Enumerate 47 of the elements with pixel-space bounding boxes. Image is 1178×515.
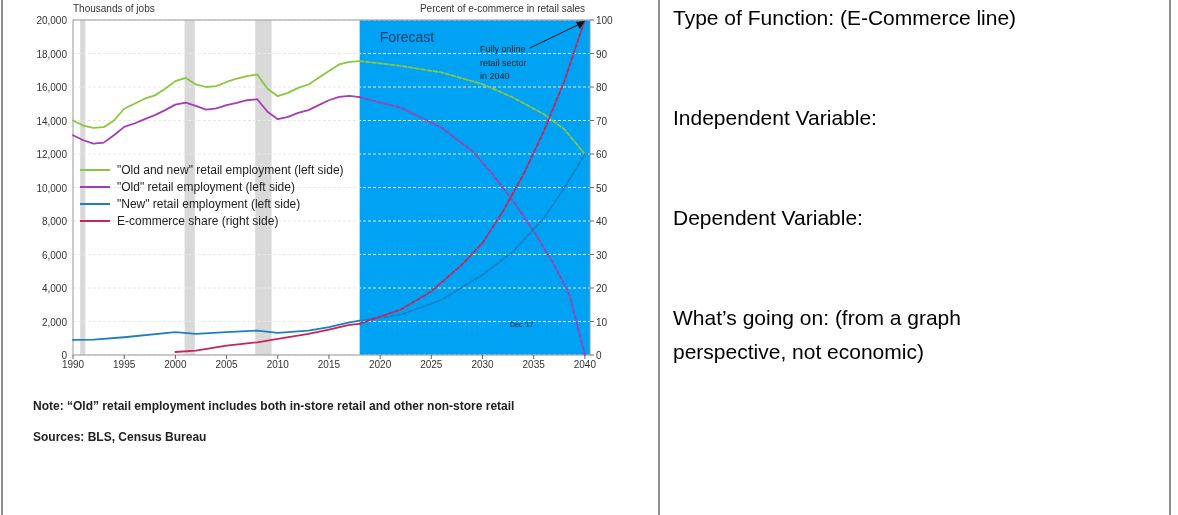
- y2-tick-label: 30: [596, 249, 608, 261]
- text: Note: “Old” retail employment includes both in-store retail and other non-store retail: [33, 399, 515, 413]
- legend-label: "Old" retail employment (left side): [117, 180, 295, 194]
- y-tick-label: 4,000: [41, 283, 68, 294]
- y2-tick-label: 50: [596, 182, 608, 194]
- y2-tick-label: 90: [596, 48, 608, 60]
- x-tick-label: 1995: [113, 359, 136, 370]
- y-axis-title: Thousands of jobs: [73, 3, 155, 14]
- y2-tick-label: 80: [596, 82, 608, 93]
- y-tick-label: 10,000: [36, 182, 68, 194]
- legend-label: "Old and new" retail employment (left side): [117, 163, 344, 177]
- y2-axis-title: Percent of e-commerce in retail sales: [419, 3, 585, 14]
- x-tick-label: 2030: [471, 359, 495, 370]
- y-tick-label: 8,000: [41, 216, 68, 227]
- y-tick-label: 0: [61, 350, 68, 361]
- x-tick-label: 2020: [369, 359, 392, 370]
- band-label: Forecast: [379, 29, 435, 45]
- y-tick-label: 12,000: [36, 149, 68, 160]
- y2-tick-label: 20: [596, 283, 608, 294]
- y2-tick-label: 0: [596, 350, 602, 361]
- y2-tick-label: 60: [596, 149, 608, 160]
- text: What’s going on: (from a graph perspective, not economic): [673, 306, 961, 363]
- text: Independent Variable:: [673, 106, 877, 129]
- y-tick-label: 6,000: [41, 249, 68, 261]
- x-tick-label: 2015: [317, 359, 341, 370]
- y-tick-label: 2,000: [41, 316, 68, 328]
- x-tick-label: 2040: [573, 359, 597, 370]
- text: Type of Function: (E-Commerce line): [673, 6, 1017, 29]
- x-tick-label: 2010: [266, 359, 290, 370]
- y-tick-label: 16,000: [36, 82, 68, 93]
- x-tick-label: 2025: [420, 359, 443, 370]
- y2-tick-label: 100: [596, 15, 614, 26]
- source-note: Sources: BLS, Census Bureau: [33, 430, 207, 444]
- x-tick-label: 2035: [522, 359, 546, 370]
- x-tick-label: 1990: [61, 359, 85, 370]
- y-tick-label: 18,000: [36, 48, 68, 60]
- legend-label: "New" retail employment (left side): [117, 197, 301, 211]
- y2-tick-label: 10: [596, 316, 608, 328]
- legend-label: E-commerce share (right side): [117, 214, 279, 228]
- annotation: Fully online retail sector in 2040: [480, 44, 527, 81]
- y2-tick-label: 70: [596, 115, 608, 127]
- y2-tick-label: 40: [596, 216, 608, 227]
- text: Dependent Variable:: [673, 206, 863, 229]
- y-tick-label: 14,000: [36, 115, 68, 127]
- x-tick-label: 2000: [164, 359, 187, 370]
- x-tick-label: 2005: [215, 359, 239, 370]
- y-tick-label: 20,000: [36, 15, 68, 26]
